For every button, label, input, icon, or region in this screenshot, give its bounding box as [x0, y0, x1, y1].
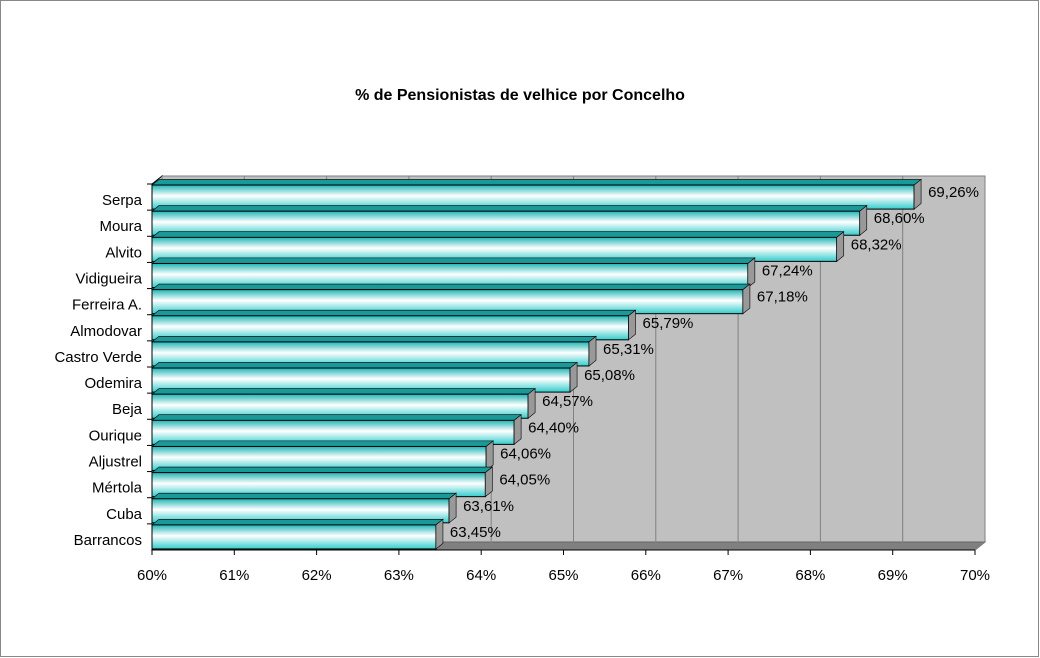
value-label: 68,60%	[874, 210, 925, 227]
bar-end	[435, 518, 444, 550]
bar-end	[742, 283, 751, 315]
bar-top	[151, 414, 522, 421]
value-label: 68,32%	[851, 236, 902, 253]
x-tick-label: 66%	[631, 567, 661, 584]
x-tick-label: 61%	[219, 567, 249, 584]
bar-end	[628, 309, 636, 341]
bar-end	[569, 361, 578, 393]
bar-end	[485, 440, 494, 472]
value-label: 63,61%	[463, 498, 514, 515]
bar-end	[485, 466, 493, 498]
value-label: 64,05%	[499, 472, 550, 489]
bar-top	[151, 257, 756, 264]
y-tick-label: Serpa	[102, 192, 143, 209]
bar	[151, 341, 590, 367]
value-label: 65,79%	[643, 315, 694, 332]
y-tick-label: Alvito	[105, 244, 142, 261]
bar-top	[151, 388, 536, 395]
bar-top	[151, 179, 922, 186]
bar-top	[151, 519, 444, 526]
bar-end	[747, 257, 756, 289]
bar	[151, 472, 486, 498]
bar-top	[151, 231, 845, 238]
bar-top	[151, 336, 597, 343]
value-label: 64,57%	[542, 393, 593, 410]
bar-top	[151, 309, 637, 317]
y-tick-label: Moura	[99, 218, 142, 235]
bar-end	[859, 204, 868, 236]
value-label: 69,26%	[928, 184, 979, 201]
grid-line	[810, 176, 821, 551]
value-label: 65,08%	[584, 367, 635, 384]
bar-end	[448, 492, 457, 524]
bar	[151, 289, 744, 315]
y-tick-label: Mértola	[92, 480, 143, 497]
y-tick-label: Beja	[112, 401, 143, 418]
y-tick-label: Vidigueira	[76, 270, 143, 287]
bar-end	[836, 231, 845, 263]
bar-end	[588, 335, 597, 367]
y-tick-label: Odemira	[84, 375, 142, 392]
x-tick-label: 62%	[302, 567, 332, 584]
bar	[151, 367, 571, 393]
bar-top	[151, 283, 751, 290]
bar-top	[151, 492, 457, 500]
grid-line	[892, 176, 904, 551]
value-label: 64,40%	[528, 419, 579, 436]
bar	[151, 498, 450, 524]
y-tick-label: Ferreira A.	[72, 297, 142, 314]
y-tick-label: Cuba	[106, 506, 143, 523]
x-tick-label: 64%	[466, 567, 496, 584]
value-label: 64,06%	[500, 445, 551, 462]
bar-end	[527, 387, 536, 419]
y-tick-label: Almodovar	[70, 323, 142, 340]
x-tick-label: 63%	[384, 567, 414, 584]
value-label: 67,18%	[757, 289, 808, 306]
value-label: 67,24%	[762, 262, 813, 279]
bar-top	[151, 440, 494, 447]
x-tick-label: 67%	[713, 567, 743, 584]
bar	[151, 524, 437, 550]
y-tick-label: Castro Verde	[54, 349, 142, 366]
x-tick-label: 65%	[548, 567, 578, 584]
x-tick-label: 69%	[878, 567, 908, 584]
chart-title: % de Pensionistas de velhice por Concelh…	[355, 87, 685, 104]
y-tick-label: Aljustrel	[89, 453, 142, 470]
y-tick-label: Barrancos	[74, 532, 142, 549]
bar-top	[151, 362, 578, 369]
value-label: 65,31%	[603, 341, 654, 358]
bar-end	[913, 178, 922, 210]
grid-line	[974, 176, 986, 551]
x-tick-label: 68%	[795, 567, 825, 584]
bar-top	[151, 466, 494, 473]
bar-top	[151, 205, 868, 212]
x-tick-label: 60%	[137, 567, 167, 584]
value-label: 63,45%	[450, 524, 501, 541]
bar-end	[513, 414, 522, 446]
y-tick-label: Ourique	[89, 427, 142, 444]
x-tick-label: 70%	[960, 567, 990, 584]
